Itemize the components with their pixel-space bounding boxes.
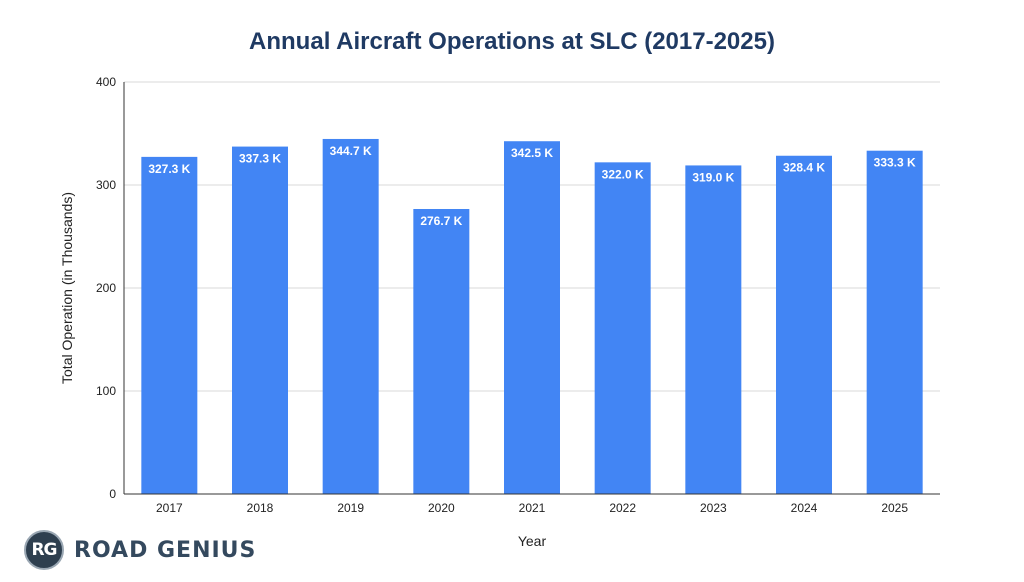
data-label: 344.7 K xyxy=(330,144,372,158)
bar-2018 xyxy=(232,146,288,494)
x-tick-label: 2022 xyxy=(609,501,636,515)
bar-2021 xyxy=(504,141,560,494)
chart-title: Annual Aircraft Operations at SLC (2017-… xyxy=(249,28,775,55)
x-tick-label: 2023 xyxy=(700,501,727,515)
x-axis-title: Year xyxy=(518,533,547,549)
bar-2025 xyxy=(866,150,923,495)
x-tick-label: 2025 xyxy=(881,501,908,515)
data-label: 319.0 K xyxy=(692,170,734,184)
x-tick-label: 2019 xyxy=(337,501,364,515)
bar-2022 xyxy=(594,162,651,494)
x-tick-label: 2017 xyxy=(156,501,183,515)
logo-wordmark: ROAD GENIUS xyxy=(74,537,257,563)
x-tick-label: 2018 xyxy=(247,501,274,515)
y-tick-label: 0 xyxy=(109,487,116,501)
bar-2017 xyxy=(141,156,198,495)
y-axis-title: Total Operation (in Thousands) xyxy=(59,192,75,384)
x-tick-label: 2021 xyxy=(519,501,546,515)
x-tick-label: 2020 xyxy=(428,501,455,515)
y-tick-label: 200 xyxy=(96,281,116,295)
bar-2023 xyxy=(685,165,742,494)
bar-2019 xyxy=(322,138,379,495)
tick-labels: 0 100 200 300 400 2017 2018 2019 2020 2021 2022 202… xyxy=(96,75,908,515)
logo-badge-icon: RG xyxy=(24,530,64,570)
data-label: 337.3 K xyxy=(239,152,281,166)
data-label: 342.5 K xyxy=(511,146,553,160)
data-label: 328.4 K xyxy=(783,161,825,175)
x-tick-label: 2024 xyxy=(791,501,818,515)
data-label: 333.3 K xyxy=(874,156,916,170)
data-label: 276.7 K xyxy=(420,214,462,228)
data-label: 322.0 K xyxy=(602,167,644,181)
y-tick-label: 400 xyxy=(96,75,116,89)
axes xyxy=(123,82,940,495)
bar-2024 xyxy=(776,155,832,495)
data-label: 327.3 K xyxy=(148,162,190,176)
road-genius-logo: RG ROAD GENIUS xyxy=(24,528,256,572)
y-tick-label: 100 xyxy=(96,384,116,398)
bar-series: 327.3 K 337.3 K 344.7 K 276.7 K 342.5 K 322.0… xyxy=(141,138,923,495)
y-tick-label: 300 xyxy=(96,178,116,192)
bar-2020 xyxy=(413,208,470,494)
